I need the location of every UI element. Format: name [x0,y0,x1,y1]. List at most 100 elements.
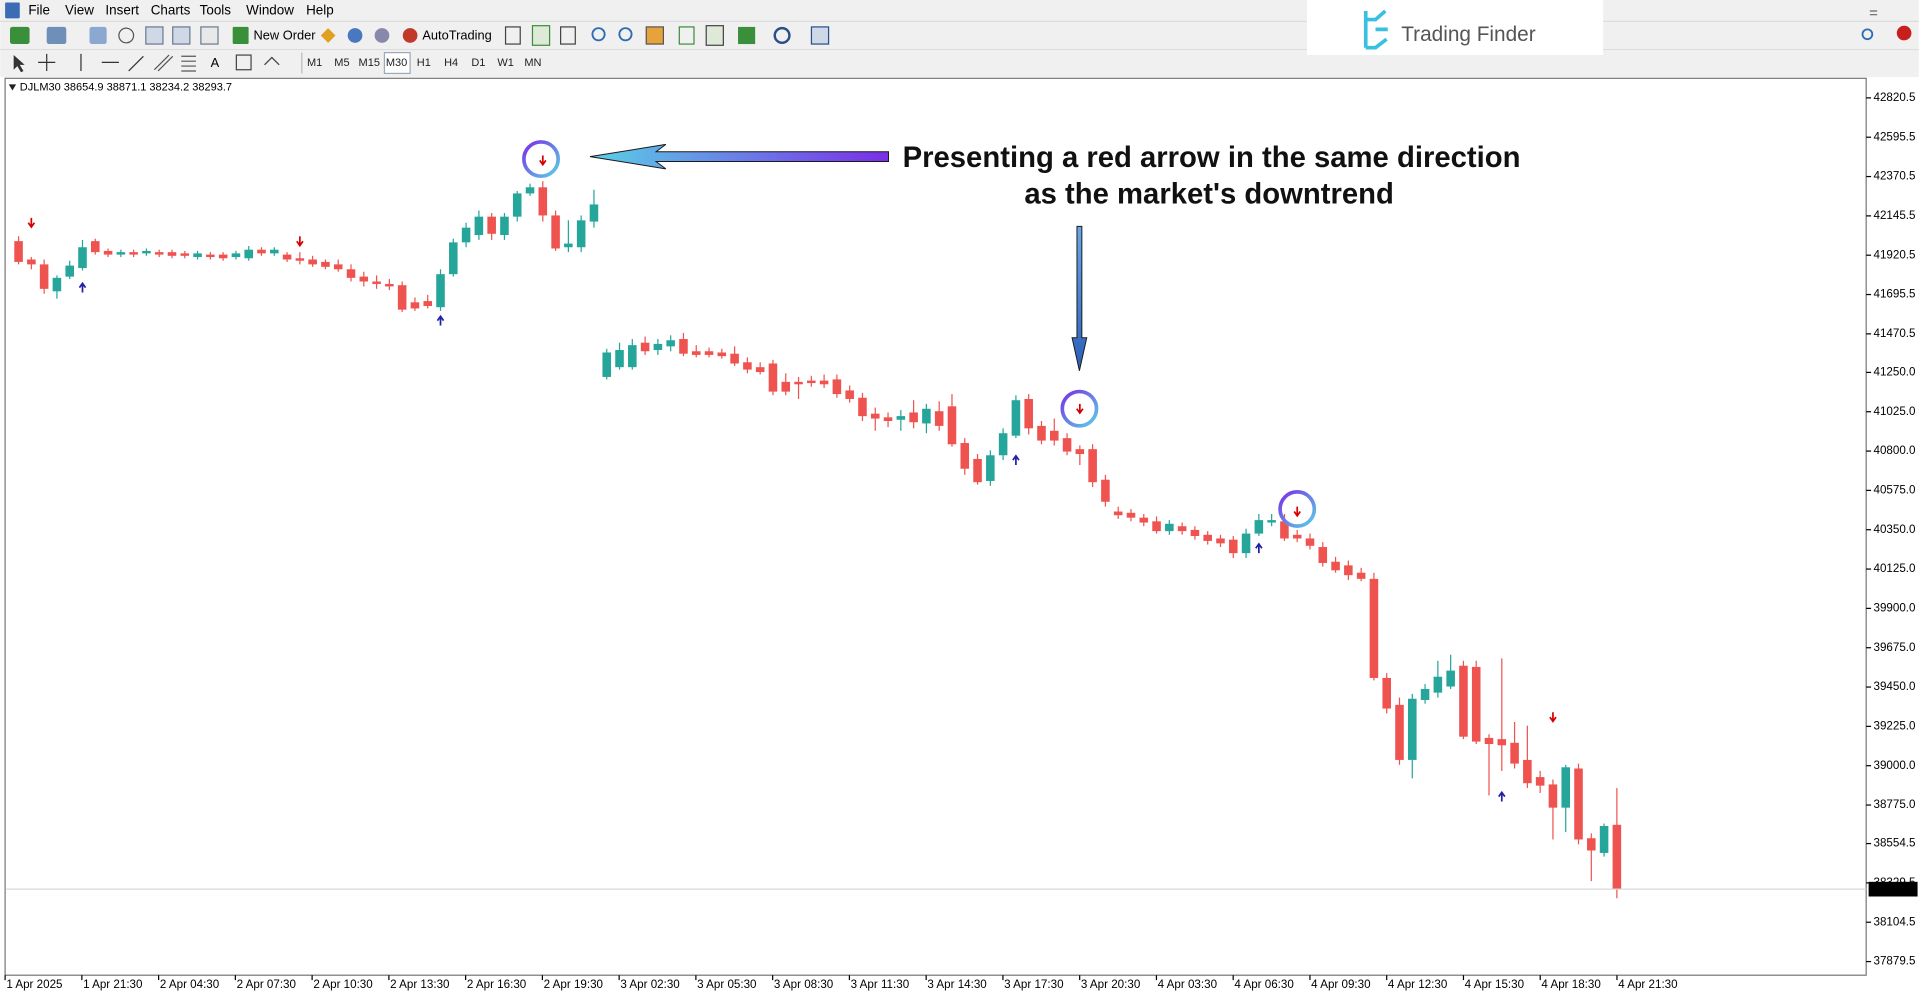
x-tick-label: 3 Apr 08:30 [774,978,833,991]
candle-body [1344,565,1353,576]
icon-button[interactable] [46,26,67,45]
icon-button[interactable] [9,26,30,45]
search-icon[interactable] [1861,28,1874,41]
timeframe-button[interactable]: M1 [307,57,322,69]
candle-body [333,264,343,270]
candle-body [1267,520,1276,523]
candle-body [845,390,854,399]
timeframe-button[interactable]: M30 [386,57,407,69]
icon-button[interactable] [200,26,219,45]
menu-item[interactable]: Help [306,3,334,18]
timeframe-button[interactable]: M15 [359,57,380,69]
candle-body [1165,523,1174,532]
y-tick-label: 40125.0 [1874,562,1916,575]
icon-button[interactable] [118,27,135,44]
candle-body [832,379,842,395]
active-timeframe [383,52,411,75]
candle-body [819,380,829,385]
menu-item[interactable]: Window [246,3,294,18]
icon-button[interactable] [145,26,164,45]
candle-body [78,247,87,269]
shapes-tool[interactable] [264,56,280,66]
x-tick-label: 2 Apr 16:30 [467,978,526,991]
x-tick-label: 2 Apr 19:30 [544,978,603,991]
symbol-icon [8,84,17,91]
timeframe-button[interactable]: H4 [444,57,458,69]
candle-body [909,412,918,423]
candle-body [1139,517,1149,523]
zoom-buttons[interactable] [591,25,830,46]
candle-body [270,249,279,254]
candle-body [1612,824,1622,890]
candle-body [1561,767,1571,808]
chart-type-buttons[interactable] [504,25,576,46]
new-order-button[interactable] [227,24,316,47]
icon-button[interactable] [374,28,390,43]
y-tick-label: 42820.5 [1874,91,1916,104]
candle-body [1152,521,1161,532]
timeframe-button[interactable]: W1 [497,57,514,69]
candle-body [576,220,586,248]
candle-body [65,265,74,277]
notification-icon[interactable] [1896,25,1912,41]
candle-body [1203,534,1212,541]
x-tick-label: 3 Apr 20:30 [1081,978,1140,991]
candle-body [794,381,803,385]
label-tool[interactable] [235,54,252,71]
menu-item[interactable]: View [65,3,94,18]
candle-body [257,249,266,254]
candle-body [525,187,535,194]
candle-body [1497,739,1507,746]
text-tool-icon[interactable]: A [211,55,220,70]
plot: 42820.5 42595.5 42370.5 42145.5 41920.5 41695… [4,91,1918,991]
x-tick-label: 2 Apr 04:30 [160,978,219,991]
candle-body [52,277,62,292]
candle-body [14,241,23,262]
window-controls[interactable] [1869,10,1878,16]
y-tick-label: 40575.0 [1874,483,1916,496]
icon [232,26,249,45]
candle-body [1305,538,1315,546]
timeframe-button[interactable]: M5 [334,57,349,69]
icon-button[interactable] [347,28,363,43]
timeframe-button[interactable]: H1 [417,57,431,69]
timeframe-button[interactable]: MN [524,57,541,69]
timeframe-button[interactable]: D1 [471,57,485,69]
candle-body [870,413,880,419]
y-tick-label: 42370.5 [1874,170,1916,183]
candle-body [1599,826,1609,853]
menu-item[interactable]: Insert [105,3,139,18]
candle-body [423,301,433,306]
icon-button[interactable] [172,26,191,45]
candle-body [768,363,778,392]
menu-item[interactable]: Charts [151,3,191,18]
candle-body [922,408,931,424]
signal-arrow [1549,712,1557,723]
icon-button[interactable] [320,28,336,43]
annotation: Presenting a red arrow in the same direc… [903,141,1521,174]
candle-body [755,367,765,373]
y-tick-label: 42595.5 [1874,130,1916,143]
candle-body [704,351,714,355]
crosshair-button[interactable] [38,53,56,71]
candle-body [1535,777,1545,786]
line-tools[interactable] [80,53,144,72]
candle-body [500,216,509,236]
menu-item[interactable]: File [28,3,50,18]
line-tools[interactable] [153,54,196,72]
candle-body [1356,572,1366,579]
signal-arrow [1498,790,1506,802]
logo-icon [1363,9,1388,50]
menu-item[interactable]: Tools [200,3,232,18]
annotation: as the market's downtrend [1024,178,1394,211]
candle-body [986,455,995,481]
candle-body [1037,425,1046,441]
autotrading-button[interactable] [397,24,494,47]
candle-body [1331,561,1340,571]
candle-body [103,250,113,255]
candle-body [1523,759,1532,784]
candle-body [998,433,1008,456]
cursor-button[interactable] [13,55,25,73]
icon-button[interactable] [89,26,107,45]
